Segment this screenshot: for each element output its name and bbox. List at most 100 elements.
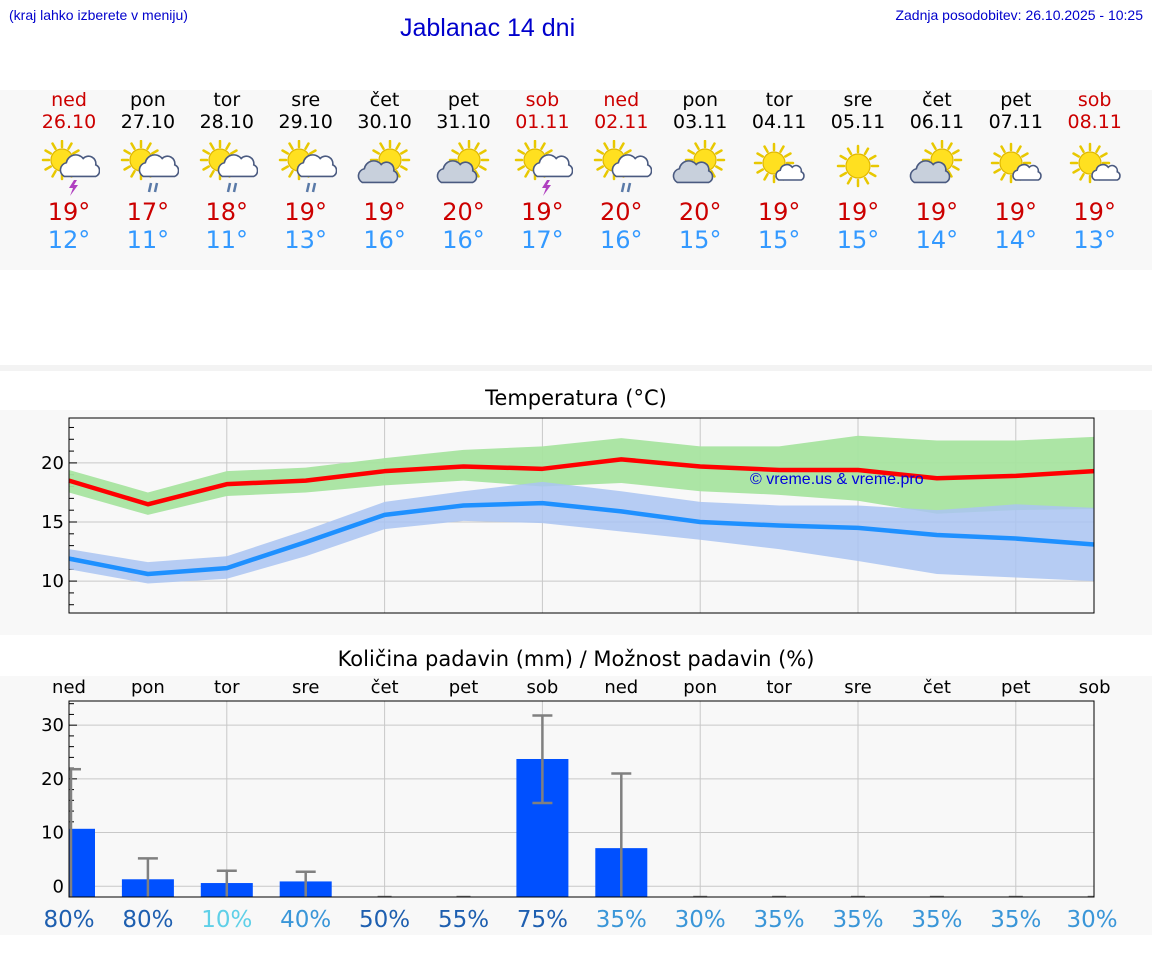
precip-probability: 10% [201, 907, 252, 933]
temp-max: 19° [284, 198, 327, 226]
temp-min: 14° [994, 226, 1038, 254]
y-tick-label: 0 [53, 876, 64, 897]
precip-probability: 35% [596, 907, 647, 933]
day-tick-label: čet [371, 677, 399, 698]
day-tick-label: sob [526, 677, 558, 698]
precip-probability: 35% [754, 907, 805, 933]
max-temp-range-band [69, 435, 1094, 515]
temp-max: 19° [363, 198, 406, 226]
day-column: čet 30.10 19° 16° [345, 90, 425, 254]
day-date: 29.10 [278, 111, 333, 133]
sun-icon [836, 144, 880, 188]
day-date: 04.11 [751, 111, 807, 133]
day-tick-label: pet [449, 677, 479, 698]
page-title: Jablanac 14 dni [400, 14, 576, 42]
sun-cloud-icon [672, 140, 726, 184]
day-tick-label: tor [766, 677, 792, 698]
temp-min: 15° [757, 226, 801, 254]
day-date: 08.11 [1067, 111, 1122, 133]
day-name: pon [130, 89, 166, 111]
day-column: čet 06.11 19° 14° [897, 90, 977, 254]
min-temp-range-band [69, 481, 1094, 584]
day-name: sob [1077, 89, 1112, 111]
day-date: 31.10 [436, 111, 491, 133]
day-name: čet [369, 89, 400, 111]
day-name: čet [922, 89, 952, 111]
temp-min: 11° [126, 226, 170, 254]
precip-probability: 35% [911, 907, 962, 933]
day-tick-label: čet [923, 677, 951, 698]
day-tick-label: pon [683, 677, 717, 698]
y-tick-label: 10 [41, 823, 64, 844]
sun-cloud-rain-icon [594, 140, 653, 193]
precipitation-chart-title: Količina padavin (mm) / Možnost padavin … [337, 647, 815, 671]
day-name: ned [51, 89, 87, 111]
day-tick-label: sob [1079, 677, 1111, 698]
sun-small-cloud-icon [990, 142, 1042, 184]
temp-min: 17° [521, 226, 564, 254]
days-panel [0, 90, 1152, 270]
sun-cloud-thunder-icon [515, 140, 574, 196]
day-name: sre [291, 89, 321, 111]
max-temp-line [68, 457, 1095, 507]
temp-min: 13° [1073, 226, 1116, 254]
location-hint: (kraj lahko izberete v meniju) [9, 7, 188, 23]
day-column: ned 26.10 19° 12° [29, 90, 109, 254]
sun-cloud-rain-icon [199, 140, 258, 193]
y-tick-label: 15 [41, 512, 64, 533]
plot-area [69, 701, 1094, 897]
precip-probability: 50% [359, 907, 410, 933]
day-column: sob 01.11 19° 17° [502, 90, 582, 254]
separator [0, 365, 1152, 371]
temp-min: 16° [363, 226, 406, 254]
day-tick-label: ned [604, 677, 638, 698]
precip-bar [69, 828, 95, 897]
sun-cloud-icon [357, 140, 410, 184]
temp-max: 19° [915, 198, 959, 226]
day-date: 28.10 [199, 111, 254, 133]
temp-max: 19° [757, 198, 801, 226]
temp-min: 14° [915, 226, 959, 254]
day-column: tor 28.10 18° 11° [187, 90, 267, 254]
temp-min: 13° [284, 226, 327, 254]
precip-probability: 40% [280, 907, 331, 933]
day-tick-label: pon [131, 677, 165, 698]
watermark: © vreme.us & vreme.pro [750, 471, 924, 488]
temp-min: 11° [205, 226, 249, 254]
day-column: pon 03.11 20° 15° [660, 90, 740, 254]
day-tick-label: pet [1001, 677, 1031, 698]
day-date: 30.10 [357, 111, 412, 133]
day-column: sob 08.11 19° 13° [1055, 89, 1135, 255]
sun-cloud-rain-icon [120, 140, 179, 193]
plot-frame [68, 417, 1095, 614]
day-column: sre 29.10 19° 13° [266, 90, 346, 254]
day-name: pet [447, 89, 480, 111]
precip-probability: 35% [832, 907, 883, 933]
day-name: tor [765, 89, 793, 111]
temp-max: 20° [442, 198, 485, 226]
y-tick-label: 20 [41, 769, 64, 790]
temp-min: 12° [47, 226, 91, 254]
day-name: tor [213, 89, 241, 111]
precip-probability: 30% [1066, 907, 1117, 933]
precip-probability: 80% [122, 907, 173, 933]
temp-max: 19° [836, 198, 880, 226]
day-column: pet 31.10 20° 16° [424, 90, 504, 254]
min-temp-line [68, 500, 1095, 577]
day-name: pet [1000, 89, 1032, 111]
temp-max: 19° [994, 198, 1038, 226]
temp-max: 19° [1073, 198, 1116, 226]
day-date: 01.11 [515, 111, 570, 133]
day-name: sob [525, 89, 560, 111]
day-name: sre [843, 89, 873, 111]
day-tick-label: tor [214, 677, 240, 698]
y-tick-label: 30 [41, 715, 64, 736]
day-name: pon [682, 89, 719, 111]
y-tick-label: 20 [41, 453, 64, 474]
day-date: 07.11 [988, 111, 1043, 133]
temp-min: 16° [600, 226, 643, 254]
temp-min: 16° [442, 226, 485, 254]
sun-cloud-thunder-icon [41, 140, 100, 196]
precip-probability: 80% [43, 907, 94, 933]
